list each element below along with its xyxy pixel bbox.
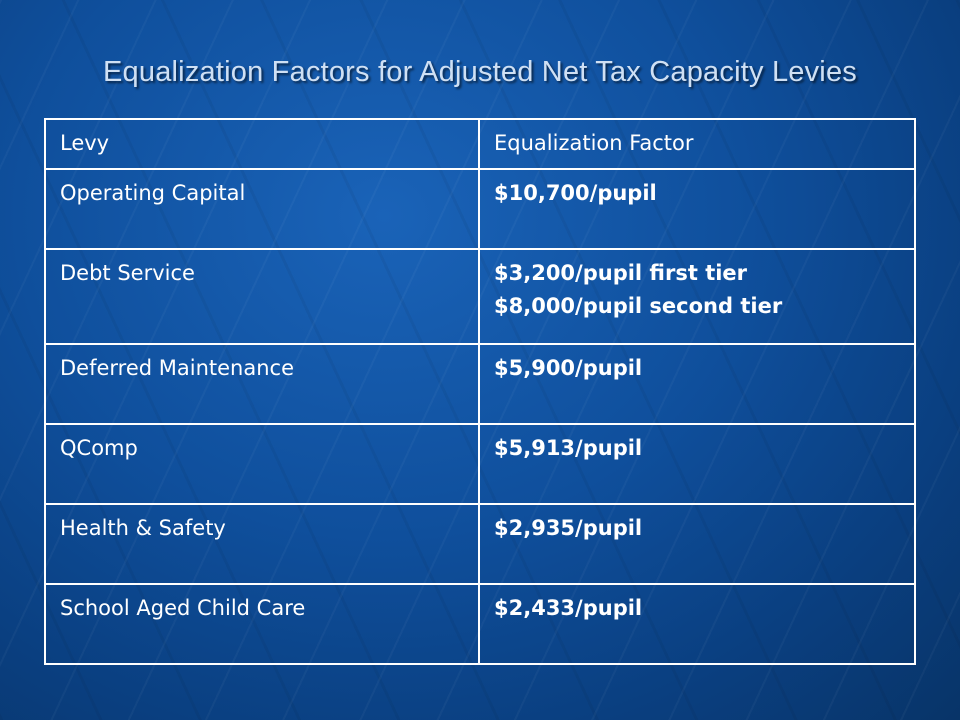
- header-levy: Levy: [44, 118, 480, 170]
- levy-name-cell: Operating Capital: [44, 168, 480, 250]
- factor-value: $10,700/pupil: [494, 181, 657, 205]
- levy-name-cell: Debt Service: [44, 248, 480, 345]
- factor-cell: $5,900/pupil: [478, 343, 916, 425]
- levy-name-cell: Health & Safety: [44, 503, 480, 585]
- factor-cell: $10,700/pupil: [478, 168, 916, 250]
- factor-value: $5,900/pupil: [494, 356, 643, 380]
- factor-value: $2,935/pupil: [494, 516, 643, 540]
- table-row: Deferred Maintenance $5,900/pupil: [44, 343, 916, 425]
- factor-value: $8,000/pupil second tier: [494, 293, 783, 318]
- levy-name-cell: School Aged Child Care: [44, 583, 480, 665]
- slide-title: Equalization Factors for Adjusted Net Ta…: [103, 56, 857, 88]
- factor-cell: $3,200/pupil first tier $8,000/pupil sec…: [478, 248, 916, 345]
- factor-cell: $2,935/pupil: [478, 503, 916, 585]
- table-row: Debt Service $3,200/pupil first tier $8,…: [44, 248, 916, 345]
- levy-name-cell: QComp: [44, 423, 480, 505]
- table-header-row: Levy Equalization Factor: [44, 118, 916, 170]
- table-row: School Aged Child Care $2,433/pupil: [44, 583, 916, 665]
- factor-value: $3,200/pupil first tier: [494, 261, 748, 285]
- table-row: Operating Capital $10,700/pupil: [44, 168, 916, 250]
- table-row: QComp $5,913/pupil: [44, 423, 916, 505]
- factor-cell: $2,433/pupil: [478, 583, 916, 665]
- factor-value: $5,913/pupil: [494, 436, 643, 460]
- levy-table: Levy Equalization Factor Operating Capit…: [44, 118, 916, 665]
- header-equalization-factor: Equalization Factor: [478, 118, 916, 170]
- table-row: Health & Safety $2,935/pupil: [44, 503, 916, 585]
- factor-cell: $5,913/pupil: [478, 423, 916, 505]
- factor-value: $2,433/pupil: [494, 596, 643, 620]
- levy-name-cell: Deferred Maintenance: [44, 343, 480, 425]
